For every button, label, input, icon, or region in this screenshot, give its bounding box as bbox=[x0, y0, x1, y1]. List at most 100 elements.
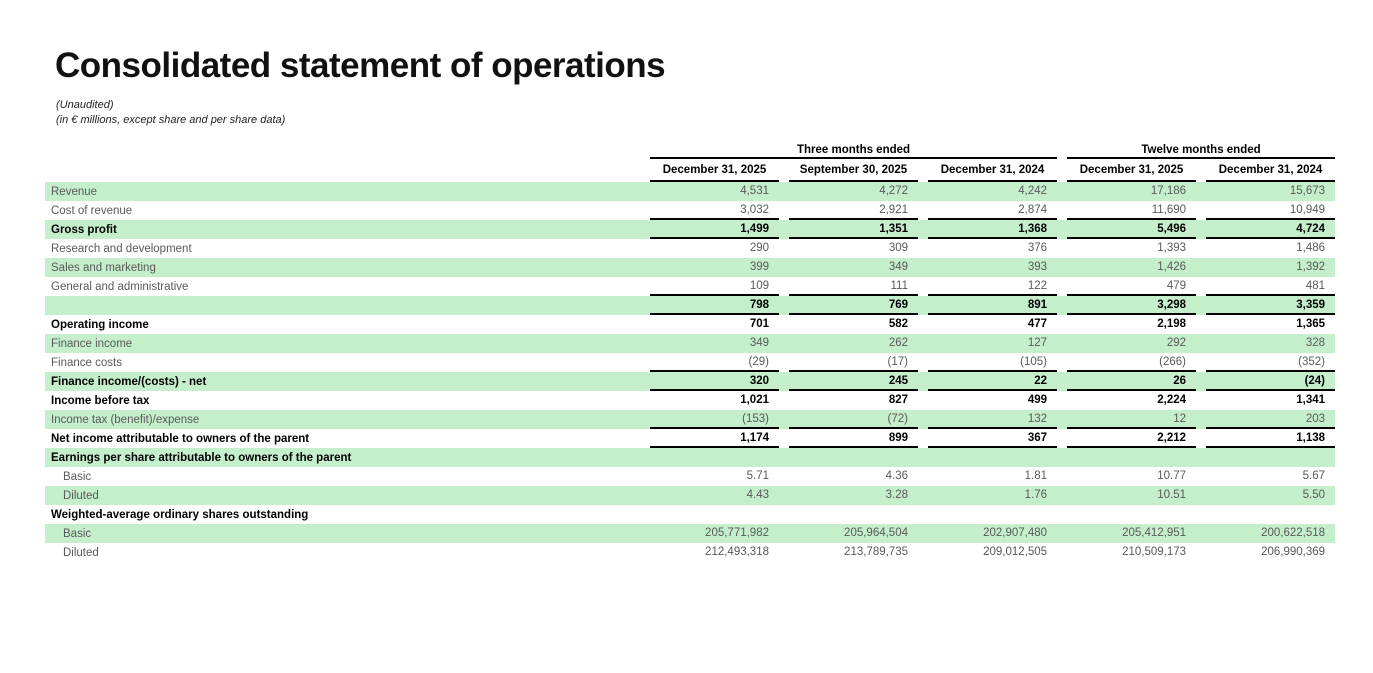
value-cell: 109 bbox=[640, 277, 779, 296]
value-cell: 1.76 bbox=[918, 486, 1058, 505]
empty-corner-cell bbox=[45, 160, 640, 182]
value-cell: 349 bbox=[779, 258, 918, 277]
value-cell: 1,486 bbox=[1296, 242, 1326, 254]
row-label: Research and development bbox=[51, 242, 192, 255]
value-cell: 1,368 bbox=[918, 220, 1058, 239]
value-cell: 3,298 bbox=[1057, 296, 1197, 315]
group-label: Twelve months ended bbox=[1067, 143, 1336, 159]
row-label: Basic bbox=[45, 524, 640, 543]
row-label: Sales and marketing bbox=[45, 258, 640, 277]
value-cell: 17,186 bbox=[1057, 182, 1197, 201]
group-three-months: Three months ended bbox=[640, 142, 1058, 160]
value-cell: (266) bbox=[1057, 353, 1197, 372]
row-label: Basic bbox=[63, 470, 92, 483]
table-row-finance-income-costs-net: Finance income/(costs) - net 320 245 22 … bbox=[45, 372, 1336, 391]
value-cell: 367 bbox=[918, 429, 1058, 448]
value-cell bbox=[1196, 448, 1336, 467]
value-cell: 11,690 bbox=[1057, 201, 1197, 220]
value-cell: 4,724 bbox=[1196, 220, 1336, 239]
value-cell bbox=[1057, 448, 1197, 467]
row-label bbox=[45, 296, 640, 315]
table-row-cost-of-revenue: Cost of revenue 3,032 2,921 2,874 11,690… bbox=[45, 201, 1336, 220]
value-cell: 2,224 bbox=[1157, 394, 1187, 406]
value-cell: 1,426 bbox=[1057, 258, 1197, 277]
value-cell: 701 bbox=[749, 318, 769, 330]
value-cell: 5.50 bbox=[1196, 486, 1336, 505]
value-cell: 206,990,369 bbox=[1261, 546, 1326, 558]
value-cell bbox=[1196, 505, 1335, 524]
value-cell: 200,622,518 bbox=[1196, 524, 1336, 543]
row-label: General and administrative bbox=[51, 280, 189, 293]
value-cell: 111 bbox=[779, 277, 918, 296]
value-cell: 320 bbox=[640, 372, 779, 391]
table-row-research-and-development: Research and development 290 309 376 1,3… bbox=[45, 239, 1335, 258]
value-cell: 127 bbox=[918, 334, 1058, 353]
value-cell: (24) bbox=[1196, 372, 1336, 391]
value-cell bbox=[779, 448, 918, 467]
value-cell: 205,412,951 bbox=[1057, 524, 1197, 543]
value-cell: 5,496 bbox=[1057, 220, 1197, 239]
value-cell: 203 bbox=[1196, 410, 1336, 429]
value-cell: 122 bbox=[918, 277, 1058, 296]
value-cell: 349 bbox=[640, 334, 779, 353]
value-cell: 12 bbox=[1057, 410, 1197, 429]
value-cell: 1.81 bbox=[1024, 470, 1048, 482]
value-cell: 4.43 bbox=[640, 486, 779, 505]
value-cell: (105) bbox=[918, 353, 1058, 372]
value-cell: 205,771,982 bbox=[640, 524, 779, 543]
value-cell: 4,531 bbox=[640, 182, 779, 201]
row-label: Income tax (benefit)/expense bbox=[45, 410, 640, 429]
value-cell: (352) bbox=[1196, 353, 1336, 372]
value-cell: 245 bbox=[779, 372, 918, 391]
value-cell: 292 bbox=[1057, 334, 1197, 353]
value-cell: 1,138 bbox=[1196, 429, 1336, 448]
row-label: Diluted bbox=[63, 546, 99, 559]
table-row-general-and-administrative: General and administrative 109 111 122 4… bbox=[45, 277, 1336, 296]
value-cell: 1,365 bbox=[1296, 318, 1326, 330]
value-cell: 10,949 bbox=[1196, 201, 1336, 220]
group-label: Three months ended bbox=[650, 143, 1058, 159]
statement-of-operations-table: Three months ended Twelve months ended D… bbox=[45, 142, 1336, 562]
page-title: Consolidated statement of operations bbox=[55, 46, 666, 85]
value-cell: 477 bbox=[1027, 318, 1048, 330]
units-note: (in € millions, except share and per sha… bbox=[56, 114, 286, 126]
row-label: Earnings per share attributable to owner… bbox=[45, 448, 640, 467]
table-row-eps-basic: Basic 5.71 4.36 1.81 10.77 5.67 bbox=[45, 467, 1335, 486]
value-cell: 899 bbox=[779, 429, 918, 448]
value-cell: 205,964,504 bbox=[779, 524, 918, 543]
value-cell: 3,359 bbox=[1196, 296, 1336, 315]
value-cell: 4.36 bbox=[885, 470, 908, 482]
subtitle-block: (Unaudited) (in € millions, except share… bbox=[56, 98, 1373, 128]
value-cell: (17) bbox=[779, 353, 918, 372]
value-cell: 2,921 bbox=[779, 201, 918, 220]
value-cell: 1,393 bbox=[1157, 242, 1187, 254]
value-cell: 769 bbox=[779, 296, 918, 315]
column-header: December 31, 2025 bbox=[640, 160, 779, 182]
value-cell: 2,874 bbox=[918, 201, 1058, 220]
row-label: Gross profit bbox=[45, 220, 640, 239]
value-cell bbox=[1057, 505, 1196, 524]
table-row-income-before-tax: Income before tax 1,021 827 499 2,224 1,… bbox=[45, 391, 1335, 410]
value-cell: 1,351 bbox=[779, 220, 918, 239]
value-cell bbox=[918, 448, 1058, 467]
value-cell: 499 bbox=[1027, 394, 1048, 406]
table-row-finance-costs: Finance costs (29) (17) (105) (266) (352… bbox=[45, 353, 1336, 372]
column-header-row: December 31, 2025 September 30, 2025 Dec… bbox=[45, 160, 1336, 182]
column-header: September 30, 2025 bbox=[779, 160, 918, 182]
row-label: Net income attributable to owners of the… bbox=[51, 432, 310, 445]
document-page: Consolidated statement of operations (Un… bbox=[0, 46, 1373, 673]
group-twelve-months: Twelve months ended bbox=[1057, 142, 1336, 160]
row-label: Weighted-average ordinary shares outstan… bbox=[51, 508, 309, 521]
table-row-shares-section-header: Weighted-average ordinary shares outstan… bbox=[45, 505, 1335, 524]
value-cell: 1,341 bbox=[1296, 394, 1326, 406]
value-cell: 376 bbox=[1027, 242, 1048, 254]
value-cell: 10.51 bbox=[1057, 486, 1197, 505]
unaudited-note: (Unaudited) bbox=[56, 99, 114, 111]
table-row-eps-diluted: Diluted 4.43 3.28 1.76 10.51 5.50 bbox=[45, 486, 1336, 505]
value-cell: 481 bbox=[1196, 277, 1336, 296]
value-cell: 10.77 bbox=[1157, 470, 1187, 482]
empty-corner-cell bbox=[45, 142, 640, 160]
table-row-shares-diluted: Diluted 212,493,318 213,789,735 209,012,… bbox=[45, 543, 1335, 562]
table-row-gross-profit: Gross profit 1,499 1,351 1,368 5,496 4,7… bbox=[45, 220, 1336, 239]
row-label: Revenue bbox=[45, 182, 640, 201]
